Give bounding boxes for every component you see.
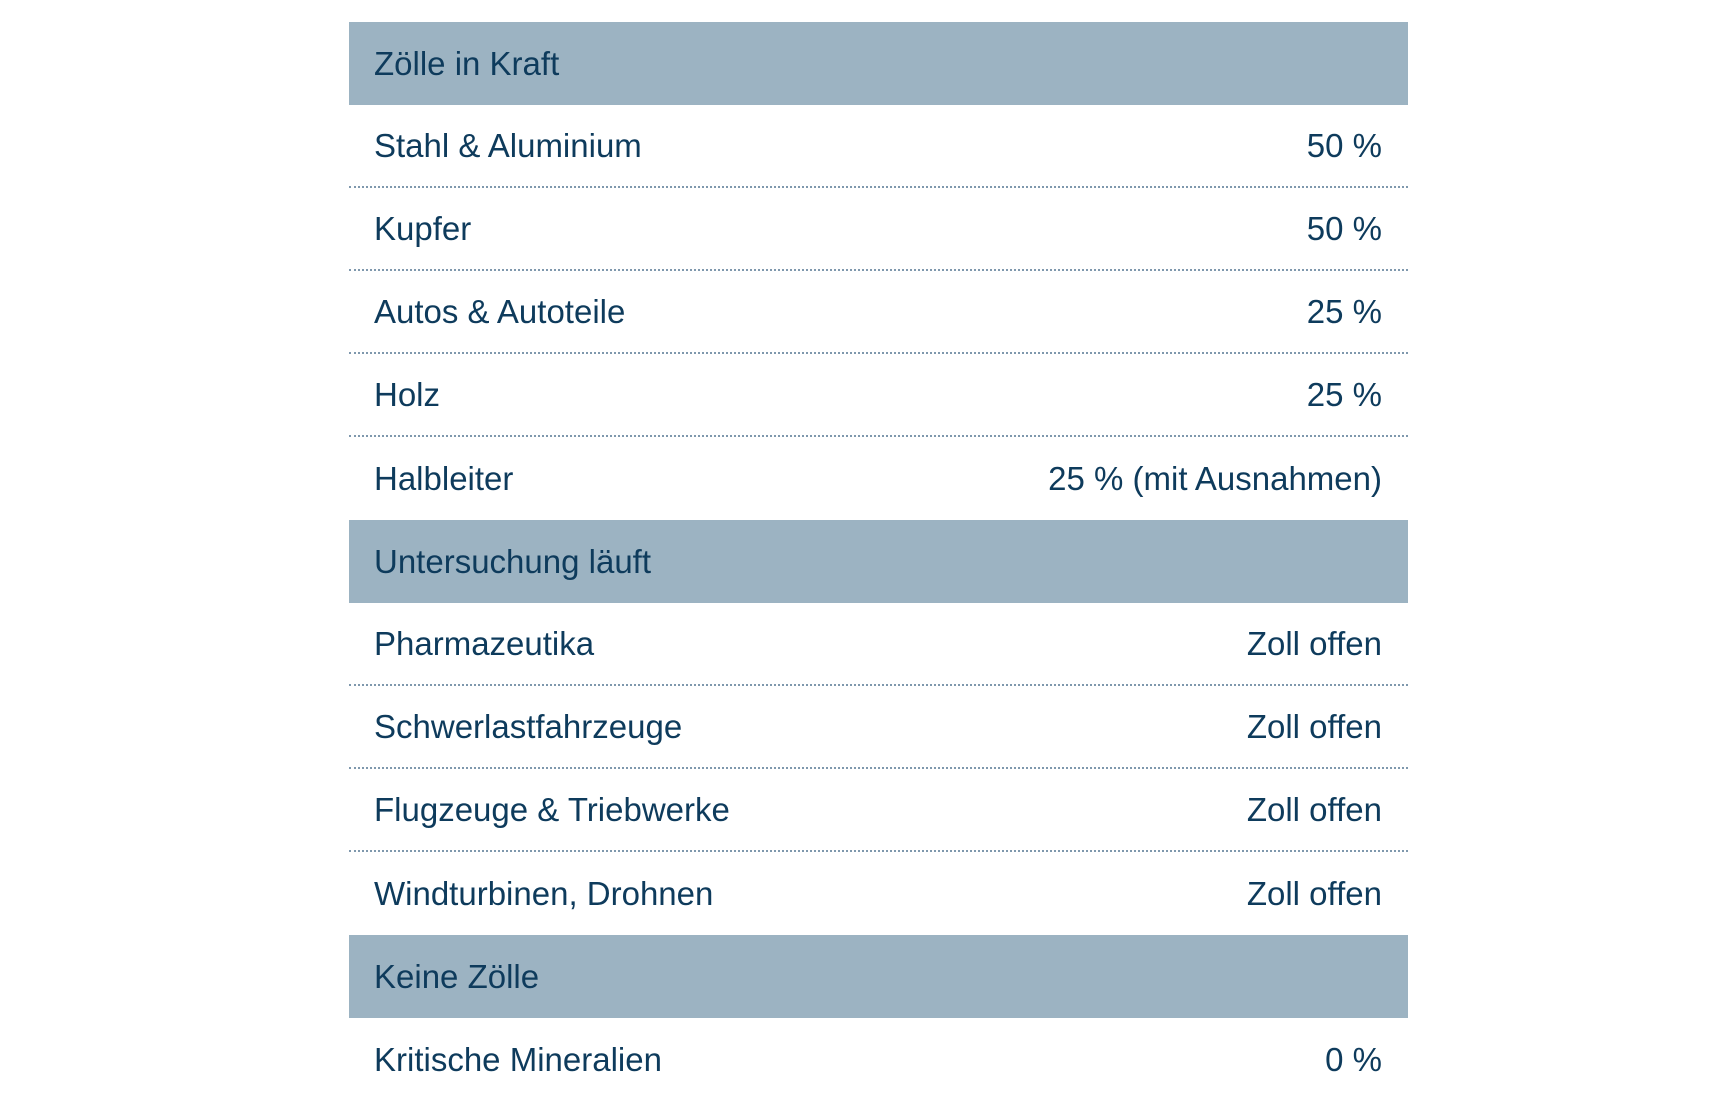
row-value: Zoll offen: [1246, 874, 1382, 912]
row-label: Kupfer: [374, 209, 472, 247]
row-value: Zoll offen: [1246, 790, 1382, 828]
row-value: Zoll offen: [1246, 624, 1382, 662]
section-header: Untersuchung läuft: [349, 520, 1408, 603]
table-row: Stahl & Aluminium 50 %: [349, 105, 1408, 188]
row-label: Stahl & Aluminium: [374, 126, 642, 164]
section-header: Zölle in Kraft: [349, 22, 1408, 105]
row-label: Schwerlastfahrzeuge: [374, 707, 683, 745]
row-value: 25 % (mit Ausnahmen): [1048, 459, 1382, 497]
row-value: 0 %: [1325, 1040, 1382, 1078]
row-label: Autos & Autoteile: [374, 292, 626, 330]
row-label: Pharmazeutika: [374, 624, 595, 662]
row-label: Windturbinen, Drohnen: [374, 874, 714, 912]
row-value: 50 %: [1306, 209, 1382, 247]
tariff-table: Zölle in Kraft Stahl & Aluminium 50 % Kupfe…: [349, 22, 1408, 1101]
row-label: Flugzeuge & Triebwerke: [374, 790, 730, 828]
row-label: Holz: [374, 375, 441, 413]
table-row: Schwerlastfahrzeuge Zoll offen: [349, 686, 1408, 769]
row-value: 50 %: [1306, 126, 1382, 164]
table-row: Kritische Mineralien 0 %: [349, 1018, 1408, 1101]
row-value: Zoll offen: [1246, 707, 1382, 745]
row-value: 25 %: [1306, 292, 1382, 330]
table-row: Halbleiter 25 % (mit Ausnahmen): [349, 437, 1408, 520]
table-row: Kupfer 50 %: [349, 188, 1408, 271]
row-label: Halbleiter: [374, 459, 514, 497]
table-row: Pharmazeutika Zoll offen: [349, 603, 1408, 686]
row-value: 25 %: [1306, 375, 1382, 413]
table-row: Autos & Autoteile 25 %: [349, 271, 1408, 354]
table-row: Holz 25 %: [349, 354, 1408, 437]
section-header: Keine Zölle: [349, 935, 1408, 1018]
table-row: Windturbinen, Drohnen Zoll offen: [349, 852, 1408, 935]
table-row: Flugzeuge & Triebwerke Zoll offen: [349, 769, 1408, 852]
row-label: Kritische Mineralien: [374, 1040, 662, 1078]
